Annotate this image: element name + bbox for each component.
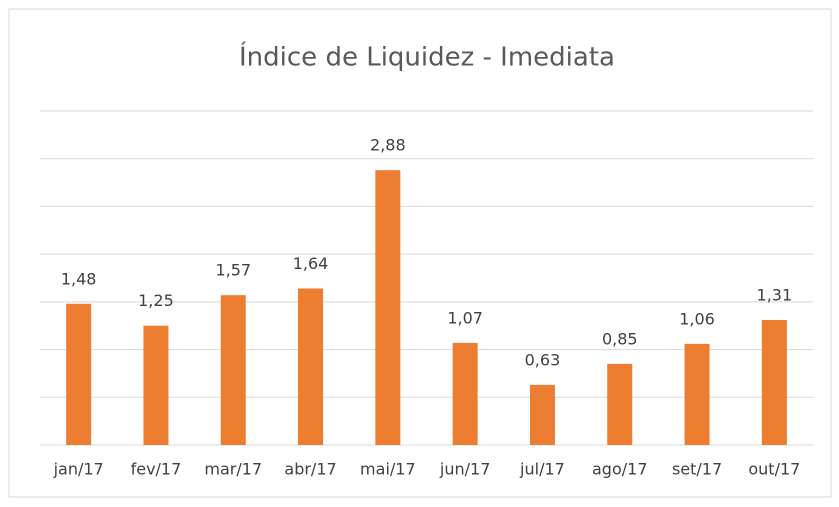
x-tick-label: fev/17 [131, 460, 182, 479]
data-label: 1,64 [293, 254, 329, 273]
bar [684, 343, 710, 445]
x-tick-label: jan/17 [53, 460, 104, 479]
x-tick-label: ago/17 [592, 460, 648, 479]
bar [529, 384, 555, 445]
bar [66, 303, 92, 445]
bar [220, 295, 246, 445]
data-label: 0,63 [525, 350, 561, 369]
bar [761, 319, 787, 445]
bar [375, 170, 401, 445]
x-tick-label: jul/17 [519, 460, 565, 479]
data-label: 1,25 [138, 291, 174, 310]
data-label: 1,07 [447, 308, 483, 327]
x-tick-label: mai/17 [360, 460, 416, 479]
data-label: 1,06 [679, 309, 715, 328]
data-label: 0,85 [602, 329, 638, 348]
x-tick-label: set/17 [672, 460, 722, 479]
data-label: 2,88 [370, 136, 406, 155]
chart-title: Índice de Liquidez - Imediata [239, 41, 615, 73]
bar [452, 342, 478, 445]
bar [298, 288, 324, 445]
x-tick-label: jun/17 [439, 460, 490, 479]
data-label: 1,57 [215, 261, 251, 280]
data-label: 1,31 [757, 285, 793, 304]
bar [143, 325, 169, 445]
data-label: 1,48 [61, 269, 97, 288]
x-tick-label: out/17 [748, 460, 800, 479]
x-tick-label: abr/17 [284, 460, 336, 479]
bar [607, 363, 633, 445]
x-tick-label: mar/17 [204, 460, 262, 479]
